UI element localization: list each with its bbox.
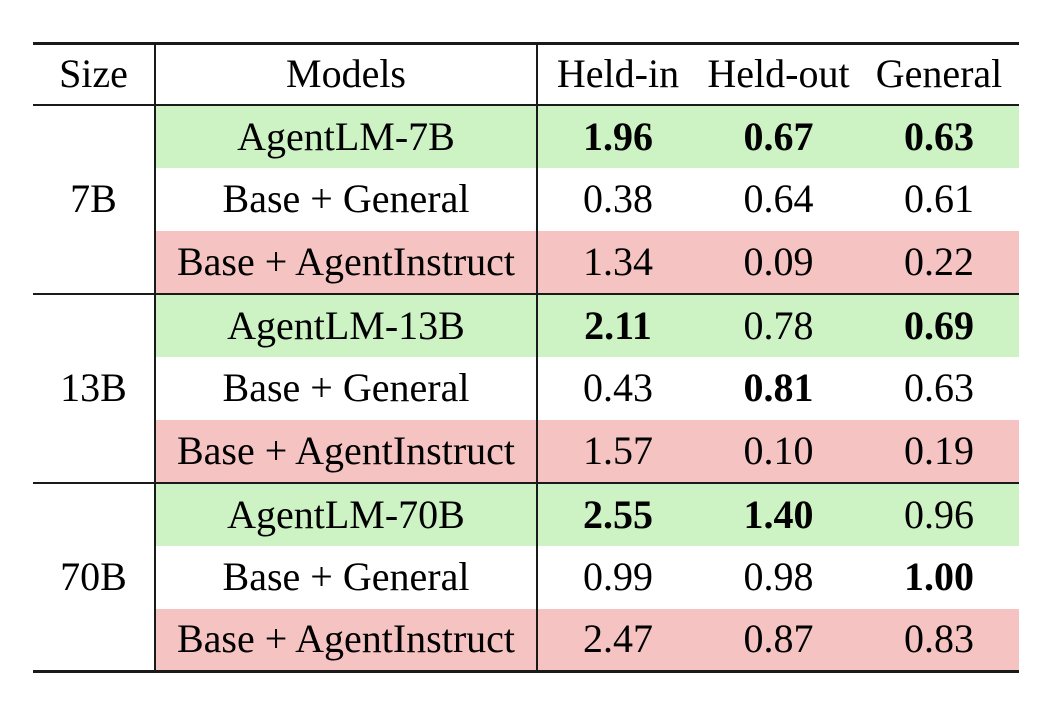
held-in-value-cell: 0.43: [583, 365, 653, 410]
table-row: Base + AgentInstruct 1.34 0.09 0.22: [33, 230, 1019, 294]
col-header-models: Models: [155, 43, 538, 105]
held-in-value-cell: 2.55: [537, 482, 698, 546]
general-value-cell: 0.19: [859, 419, 1019, 483]
table-row: Base + General 0.43 0.81 0.63: [33, 356, 1019, 420]
size-cell: 7B: [33, 104, 156, 294]
col-header-held-in: Held-in: [556, 51, 680, 97]
model-name-cell: Base + General: [155, 167, 538, 231]
size-cell: 13B: [33, 293, 156, 483]
held-out-value-cell: 0.09: [698, 230, 859, 294]
general-value-cell: 0.63: [904, 365, 974, 410]
size-cell: 70B: [33, 482, 156, 672]
general-value-cell: 0.61: [904, 176, 974, 221]
held-out-value-cell: 0.67: [698, 104, 859, 168]
held-in-value-cell: 1.57: [537, 419, 698, 483]
model-name-cell: Base + General: [155, 545, 538, 609]
held-out-value-cell: 0.64: [743, 176, 814, 221]
model-name-cell: AgentLM-7B: [155, 104, 538, 168]
model-name-cell: Base + AgentInstruct: [155, 419, 538, 483]
held-in-value-cell: 0.38: [583, 176, 653, 221]
general-value-cell: 0.63: [859, 104, 1019, 168]
col-header-general: General: [875, 51, 1003, 97]
held-out-value-cell: 0.78: [698, 293, 859, 357]
table-row: Base + AgentInstruct 2.47 0.87 0.83: [33, 608, 1019, 672]
held-in-value-cell: 2.11: [537, 293, 698, 357]
model-name-cell: Base + General: [155, 356, 538, 420]
held-in-value-cell: 0.99: [583, 554, 653, 599]
held-out-value-cell: 0.87: [698, 608, 859, 672]
model-name-cell: Base + AgentInstruct: [155, 230, 538, 294]
col-header-held-out: Held-out: [707, 51, 850, 97]
held-in-value-cell: 2.47: [537, 608, 698, 672]
header-row: Size Models Held-in Held-out General: [33, 43, 1019, 105]
held-in-value-cell: 1.34: [537, 230, 698, 294]
table-row: Base + General 0.99 0.98 1.00: [33, 545, 1019, 609]
general-value-cell: 0.22: [859, 230, 1019, 294]
general-value-cell: 0.83: [859, 608, 1019, 672]
table-row: 70B AgentLM-70B 2.55 1.40 0.96: [33, 482, 1019, 672]
held-out-value-cell: 1.40: [698, 482, 859, 546]
model-name-cell: AgentLM-13B: [155, 293, 538, 357]
table-row: Base + General 0.38 0.64 0.61: [33, 167, 1019, 231]
model-name-cell: AgentLM-70B: [155, 482, 538, 546]
table-row: Base + AgentInstruct 1.57 0.10 0.19: [33, 419, 1019, 483]
col-header-size: Size: [33, 43, 156, 105]
held-in-value-cell: 1.96: [537, 104, 698, 168]
held-out-value-cell: 0.81: [743, 365, 814, 410]
held-out-value-cell: 0.98: [743, 554, 814, 599]
table-row: 7B AgentLM-7B 1.96 0.67 0.63: [33, 104, 1019, 294]
held-out-value-cell: 0.10: [698, 419, 859, 483]
general-value-cell: 0.96: [859, 482, 1019, 546]
general-value-cell: 1.00: [904, 554, 974, 599]
table-row: 13B AgentLM-13B 2.11 0.78 0.69: [33, 293, 1019, 483]
results-table: Size Models Held-in Held-out General 7B …: [33, 42, 1019, 673]
model-name-cell: Base + AgentInstruct: [155, 608, 538, 672]
general-value-cell: 0.69: [859, 293, 1019, 357]
